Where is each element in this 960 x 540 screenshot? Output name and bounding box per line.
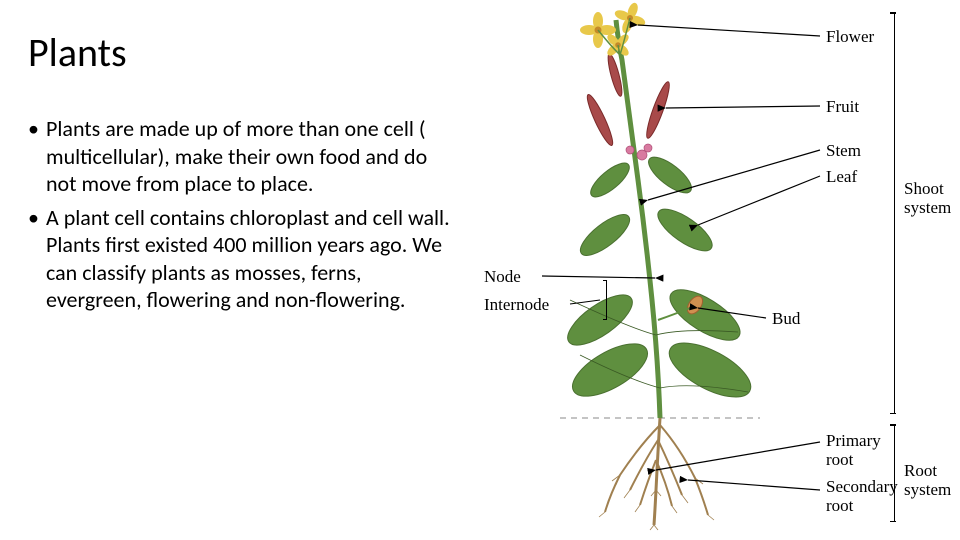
bullet-item: Plants are made up of more than one cell… [28, 115, 460, 198]
label-primary-root: Primary root [826, 432, 881, 469]
label-node: Node [484, 268, 521, 287]
plant-illustration [470, 0, 960, 540]
label-fruit: Fruit [826, 98, 859, 117]
shoot-bracket [894, 12, 895, 414]
label-root-system: Root system [904, 462, 951, 499]
label-bud: Bud [772, 310, 800, 329]
plant-diagram: Flower Fruit Stem Leaf Node Internode Bu… [470, 0, 960, 540]
page-title: Plants [28, 28, 460, 77]
label-internode: Internode [484, 296, 549, 315]
label-stem: Stem [826, 142, 861, 161]
bullet-item: A plant cell contains chloroplast and ce… [28, 204, 460, 314]
root-bracket [894, 424, 895, 522]
diagram-column: Flower Fruit Stem Leaf Node Internode Bu… [470, 0, 960, 540]
internode-bracket [606, 280, 607, 320]
label-shoot-system: Shoot system [904, 180, 951, 217]
bullet-list: Plants are made up of more than one cell… [28, 115, 460, 314]
label-leaf: Leaf [826, 168, 857, 187]
label-flower: Flower [826, 28, 874, 47]
label-secondary-root: Secondary root [826, 478, 898, 515]
text-column: Plants Plants are made up of more than o… [0, 0, 470, 540]
